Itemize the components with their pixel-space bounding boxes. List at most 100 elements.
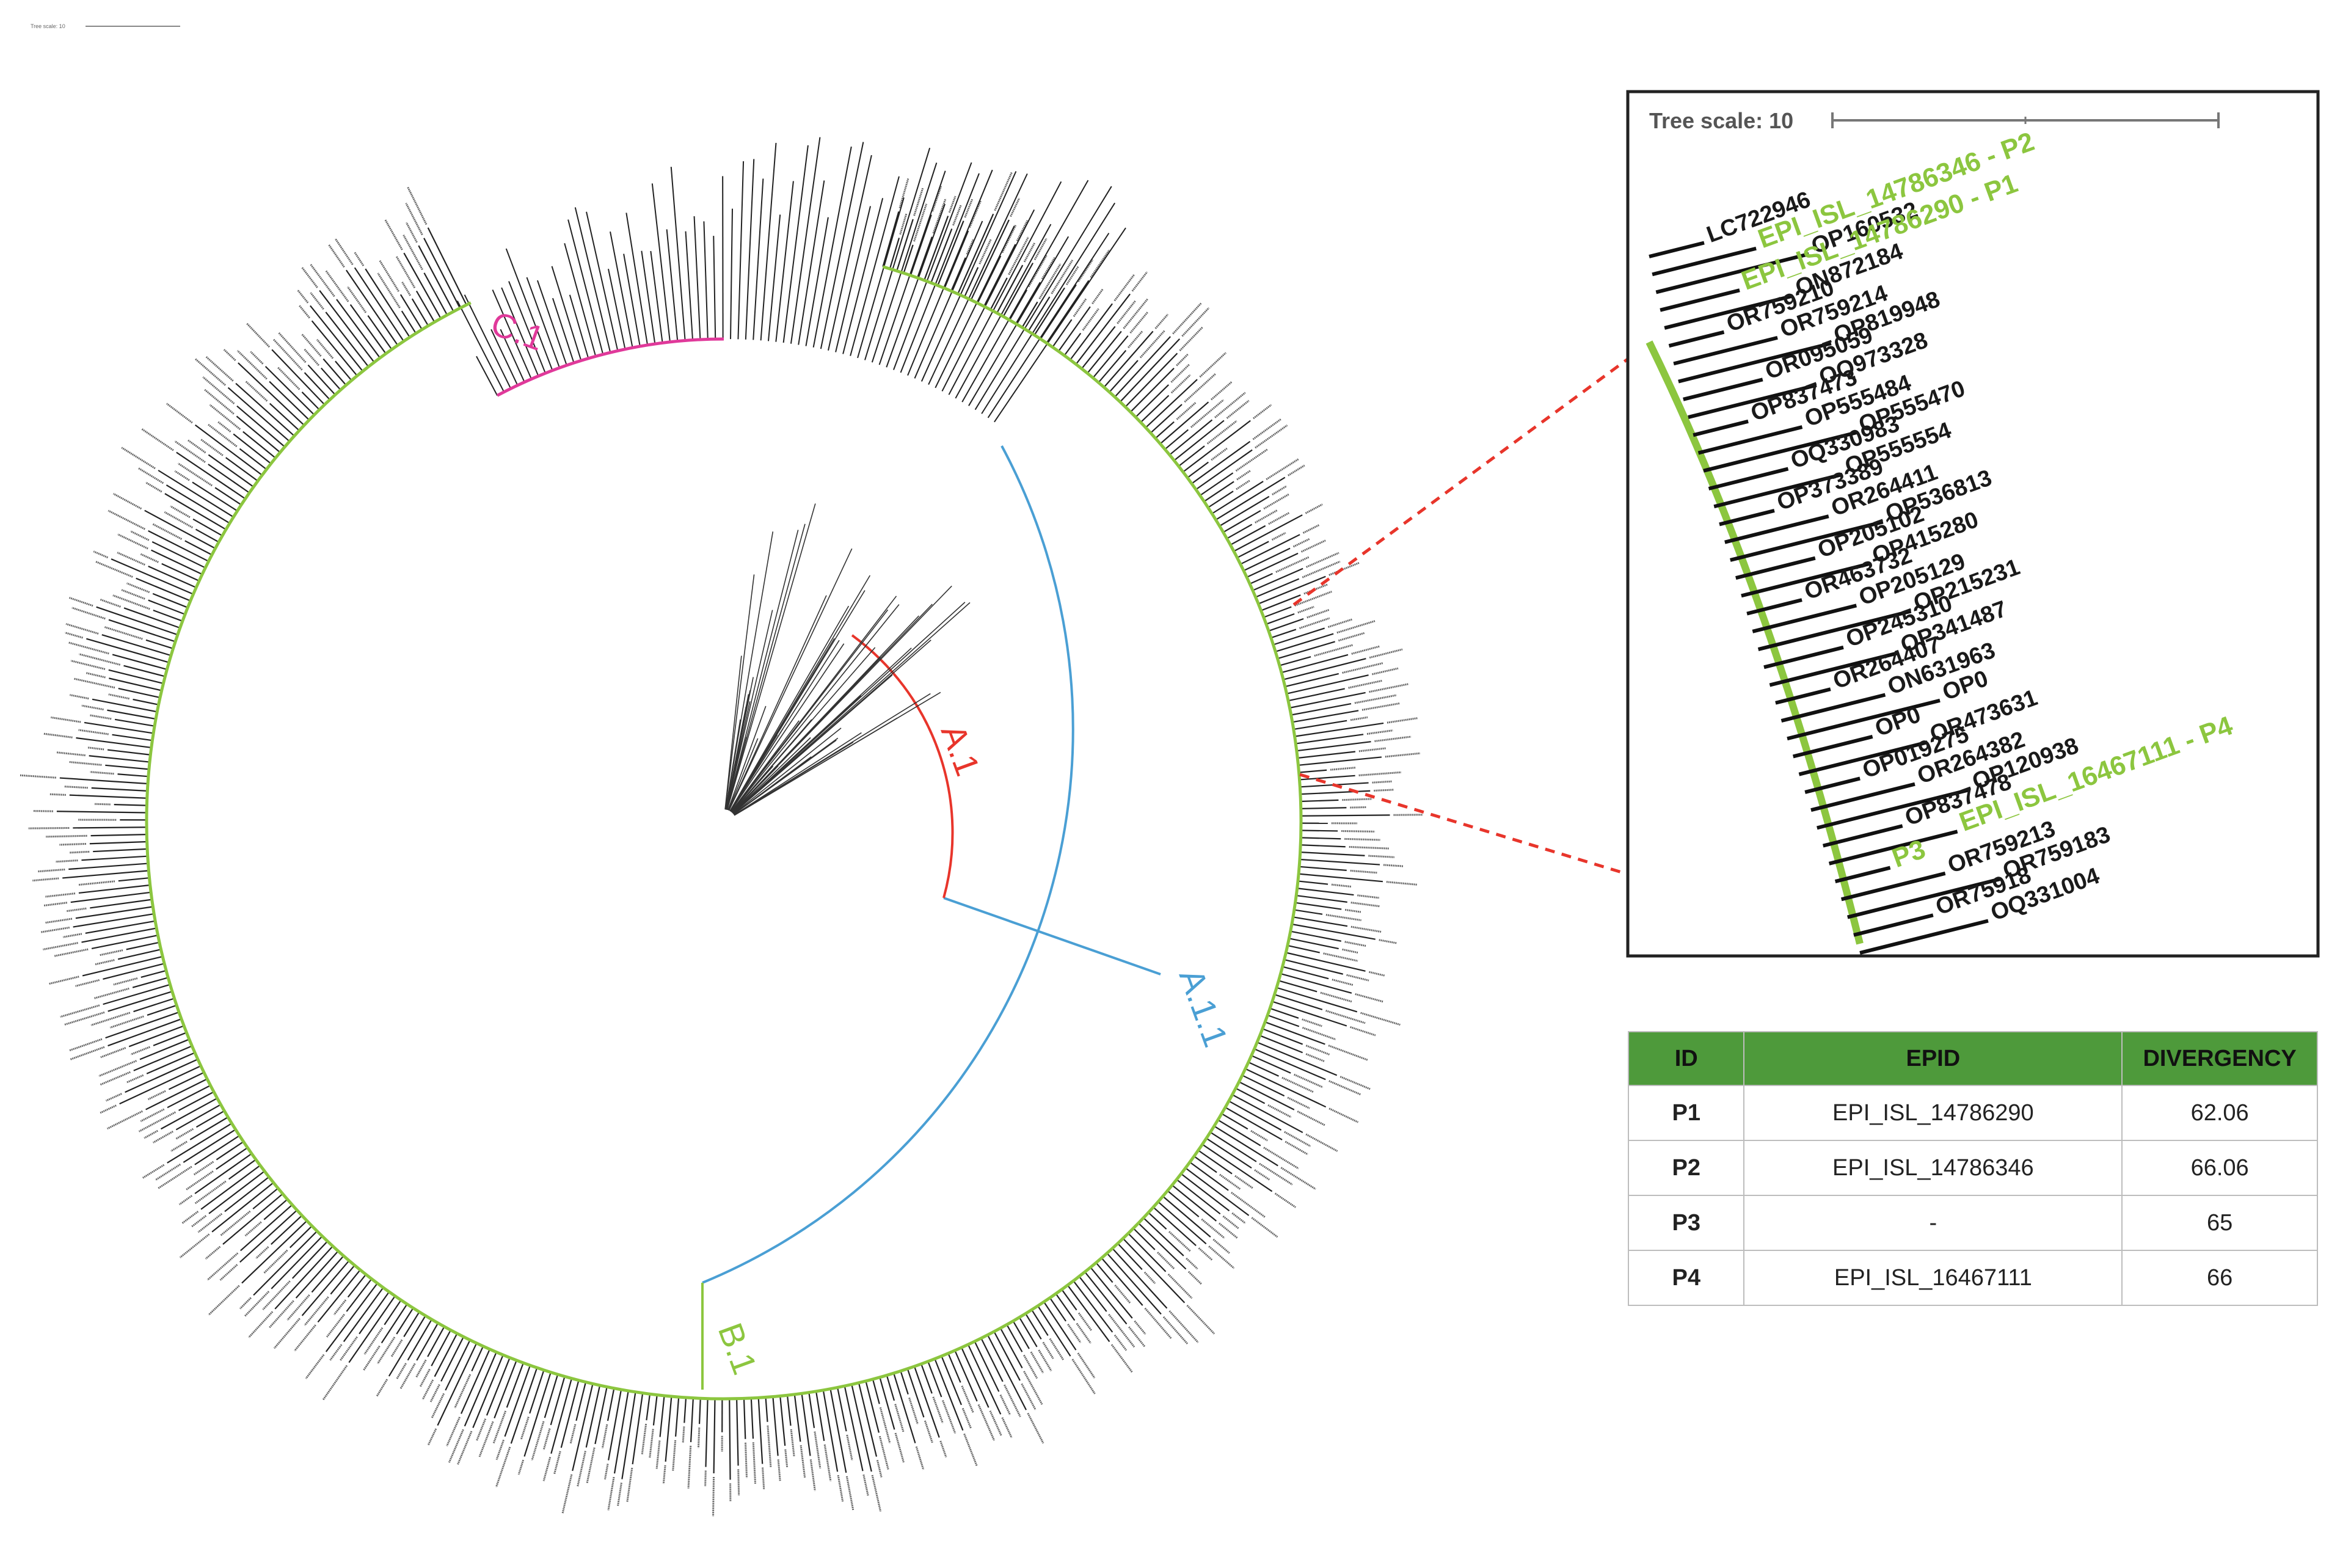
leaf-branch — [145, 1078, 208, 1110]
leaf-branch — [105, 1011, 180, 1039]
leaf-label — [1274, 1192, 1297, 1208]
leaf-branch — [349, 304, 387, 354]
inner-branch — [734, 693, 931, 816]
leaf-branch — [464, 1352, 497, 1427]
inset-branch — [1804, 776, 1861, 794]
leaf-branch — [786, 1395, 792, 1426]
leaf-branch — [194, 424, 263, 476]
leaf-label — [1292, 538, 1311, 548]
leaf-label — [478, 1421, 494, 1457]
leaf-branch — [136, 577, 191, 602]
leaf-branch — [235, 382, 295, 437]
leaf-label — [94, 987, 129, 999]
leaf-branch — [1283, 658, 1366, 680]
leaf-branch — [1289, 691, 1366, 709]
leaf-branch — [1084, 1271, 1128, 1325]
inner-branch — [732, 640, 931, 814]
leaf-label — [299, 305, 310, 319]
leaf-branch — [882, 211, 900, 267]
leaf-branch — [227, 387, 290, 442]
leaf-label — [446, 1417, 461, 1446]
leaf-label — [1214, 392, 1246, 418]
leaf-label — [157, 1165, 192, 1189]
leaf-branch — [1159, 401, 1209, 445]
inset-branch — [1840, 871, 1946, 902]
leaf-branch — [924, 216, 949, 281]
leaf-branch — [1215, 476, 1286, 520]
leaf-label — [752, 1442, 756, 1484]
leaf-branch — [1148, 1212, 1167, 1230]
leaf-branch — [336, 299, 381, 359]
leaf-branch — [423, 272, 448, 316]
leaf-branch — [388, 1315, 426, 1377]
tree-backbone — [145, 265, 1303, 1401]
leaf-label — [898, 178, 909, 208]
leaf-branch — [1095, 1262, 1113, 1283]
table-cell-id: P1 — [1627, 1085, 1745, 1141]
leaf-branch — [536, 280, 567, 366]
leaf-label — [994, 172, 1013, 211]
leaf-label — [879, 1407, 891, 1443]
leaf-label — [1023, 1371, 1043, 1405]
inner-branch — [732, 737, 811, 814]
leaf-label — [1117, 300, 1136, 324]
leaf-branch — [585, 1385, 601, 1448]
leaf-label — [379, 260, 399, 292]
leaf-label — [1077, 259, 1094, 282]
leaf-branch — [1294, 909, 1323, 915]
leaf-label — [1219, 1222, 1239, 1239]
leaf-branch — [610, 231, 633, 348]
leaf-label — [837, 1475, 844, 1502]
leaf-label — [1387, 717, 1418, 724]
leaf-branch — [486, 1357, 511, 1416]
leaf-branch — [572, 1384, 594, 1471]
leaf-branch — [1033, 287, 1065, 336]
leaf-branch — [1246, 552, 1299, 578]
leaf-branch — [59, 777, 148, 785]
leaf-branch — [1286, 952, 1366, 972]
leaf-label — [1368, 971, 1385, 977]
leaf-branch — [1135, 384, 1169, 418]
leaf-branch — [492, 289, 532, 379]
leaf-label — [1287, 1096, 1310, 1109]
leaf-branch — [117, 773, 148, 778]
leaf-branch — [73, 913, 155, 928]
table-header-epid: EPID — [1743, 1031, 2123, 1086]
leaf-branch — [472, 1354, 504, 1428]
main-tree-scale-label: Tree scale: 10 — [31, 23, 65, 29]
leaf-branch — [101, 634, 172, 657]
inset-branch — [1719, 509, 1775, 527]
leaf-branch — [670, 167, 686, 341]
leaf-branch — [184, 540, 213, 556]
leaf-label — [687, 1445, 692, 1489]
leaf-label — [1179, 326, 1204, 352]
leaf-label — [1302, 1018, 1322, 1027]
leaf-label — [223, 349, 236, 362]
inner-branch — [724, 655, 742, 810]
leaf-label — [1090, 249, 1110, 279]
leaf-label — [1131, 271, 1148, 292]
leaf-branch — [108, 669, 164, 685]
leaf-label — [1235, 448, 1268, 472]
leaf-label — [395, 255, 416, 288]
leaf-branch — [1228, 1100, 1282, 1131]
inset-branch — [1834, 866, 1891, 883]
leaf-branch — [858, 1382, 878, 1457]
leaf-branch — [1114, 336, 1171, 398]
inset-branches — [1649, 241, 2001, 955]
leaf-label — [1067, 1323, 1082, 1343]
leaf-label — [166, 403, 193, 424]
leaf-label — [1325, 914, 1361, 922]
leaf-branch — [1087, 330, 1122, 374]
leaf-branch — [148, 566, 197, 588]
leaf-label — [269, 1300, 294, 1329]
leaf-branch — [828, 155, 872, 351]
leaf-label — [1268, 512, 1290, 525]
leaf-branch — [330, 1264, 355, 1295]
leaf-branch — [1274, 994, 1323, 1010]
leaf-label — [762, 1467, 765, 1490]
leaf-branch — [1240, 534, 1300, 565]
leaf-branch — [1230, 525, 1266, 546]
leaf-label — [45, 917, 73, 924]
